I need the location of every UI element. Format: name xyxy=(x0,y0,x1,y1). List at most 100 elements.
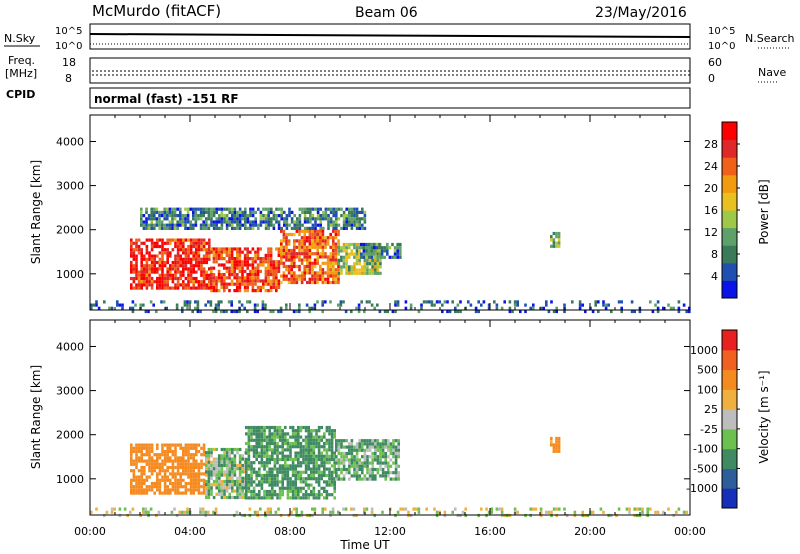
power-echo-cell xyxy=(264,257,268,261)
power-echo-cell xyxy=(200,267,203,271)
power-echo-cell xyxy=(322,210,325,214)
velocity-echo-cell xyxy=(361,461,364,465)
velocity-echo-cell xyxy=(258,467,261,471)
velocity-echo-cell xyxy=(135,488,138,492)
velocity-echo-cell xyxy=(330,448,334,452)
power-echo-cell xyxy=(313,232,317,237)
power-echo-cell xyxy=(156,244,159,249)
velocity-echo-cell xyxy=(207,510,210,514)
power-echo-cell xyxy=(314,223,317,227)
velocity-echo-cell xyxy=(192,488,195,492)
power-echo-cell xyxy=(345,265,348,269)
power-echo-cell xyxy=(539,306,543,310)
power-echo-cell xyxy=(187,276,190,281)
power-echo-cell xyxy=(217,253,221,257)
power-echo-cell xyxy=(332,277,335,281)
power-echo-cell xyxy=(256,273,260,277)
velocity-echo-cell xyxy=(189,453,193,457)
velocity-echo-cell xyxy=(179,478,182,482)
power-echo-cell xyxy=(210,285,213,289)
velocity-echo-cell xyxy=(174,465,177,470)
power-echo-cell xyxy=(285,217,289,221)
power-echo-cell xyxy=(140,217,143,221)
power-echo-cell xyxy=(355,271,359,275)
power-echo-cell xyxy=(306,255,309,259)
velocity-echo-cell xyxy=(200,446,203,450)
power-echo-cell xyxy=(335,217,338,221)
power-echo-cell xyxy=(186,207,190,211)
power-echo-cell xyxy=(334,261,338,265)
velocity-echo-cell xyxy=(158,491,162,495)
velocity-echo-cell xyxy=(260,477,264,481)
velocity-echo-cell xyxy=(171,443,175,447)
velocity-echo-cell xyxy=(130,485,133,489)
velocity-echo-cell xyxy=(150,488,154,492)
power-echo-cell xyxy=(311,226,315,230)
velocity-echo-cell xyxy=(638,507,642,511)
power-echo-cell xyxy=(179,210,182,214)
velocity-echo-cell xyxy=(202,485,206,489)
power-echo-cell xyxy=(262,207,265,211)
power-echo-cell xyxy=(238,300,241,304)
power-echo-cell xyxy=(197,283,201,287)
power-echo-cell xyxy=(270,223,273,227)
velocity-echo-cell xyxy=(207,473,211,477)
power-echo-cell xyxy=(254,250,257,254)
power-echo-cell xyxy=(654,303,657,307)
velocity-echo-cell xyxy=(333,467,336,471)
velocity-echo-cell xyxy=(202,453,206,457)
power-echo-cell xyxy=(243,282,247,286)
velocity-echo-cell xyxy=(337,461,341,465)
power-echo-cell xyxy=(140,270,143,274)
x-tick-label: 04:00 xyxy=(174,525,206,538)
velocity-echo-cell xyxy=(252,480,256,484)
power-echo-cell xyxy=(212,257,216,261)
power-echo-cell xyxy=(347,268,351,272)
power-echo-cell xyxy=(329,300,332,304)
power-echo-cell xyxy=(145,280,149,284)
power-echo-cell xyxy=(602,303,605,307)
velocity-echo-cell xyxy=(333,461,336,465)
velocity-echo-cell xyxy=(358,461,361,465)
power-echo-cell xyxy=(287,271,291,275)
velocity-echo-cell xyxy=(323,445,326,449)
power-echo-cell xyxy=(238,217,242,221)
colorbar-tick-label: 8 xyxy=(711,248,718,261)
power-echo-cell xyxy=(186,226,190,230)
power-echo-cell xyxy=(287,280,291,285)
velocity-echo-cell xyxy=(156,453,159,457)
velocity-echo-cell xyxy=(353,471,356,475)
velocity-echo-cell xyxy=(184,469,188,473)
velocity-echo-cell xyxy=(289,496,292,500)
velocity-echo-cell xyxy=(312,477,316,481)
velocity-echo-cell xyxy=(304,461,308,465)
velocity-echo-cell xyxy=(353,455,356,459)
power-echo-cell xyxy=(353,262,356,266)
velocity-echo-cell xyxy=(187,472,190,476)
velocity-echo-cell xyxy=(255,457,258,462)
power-echo-cell xyxy=(550,235,553,239)
velocity-echo-cell xyxy=(212,447,216,452)
power-echo-cell xyxy=(189,270,193,274)
power-echo-cell xyxy=(360,246,364,250)
velocity-echo-cell xyxy=(317,425,321,430)
velocity-echo-cell xyxy=(376,455,380,459)
power-echo-cell xyxy=(367,255,371,259)
power-echo-cell xyxy=(308,306,311,310)
velocity-echo-cell xyxy=(368,439,372,443)
power-echo-cell xyxy=(161,238,164,242)
velocity-echo-cell xyxy=(294,451,297,455)
velocity-echo-cell xyxy=(323,480,326,484)
power-echo-cell xyxy=(225,260,229,264)
power-echo-cell xyxy=(342,265,346,269)
power-echo-cell xyxy=(228,253,231,257)
power-echo-cell xyxy=(108,306,111,310)
velocity-echo-cell xyxy=(189,488,193,492)
power-echo-cell xyxy=(129,306,132,310)
velocity-echo-cell xyxy=(340,445,343,449)
velocity-echo-cell xyxy=(171,449,175,454)
power-echo-cell xyxy=(174,286,177,290)
velocity-echo-cell xyxy=(263,438,266,442)
power-echo-cell xyxy=(238,266,242,270)
power-echo-cell xyxy=(597,300,600,304)
